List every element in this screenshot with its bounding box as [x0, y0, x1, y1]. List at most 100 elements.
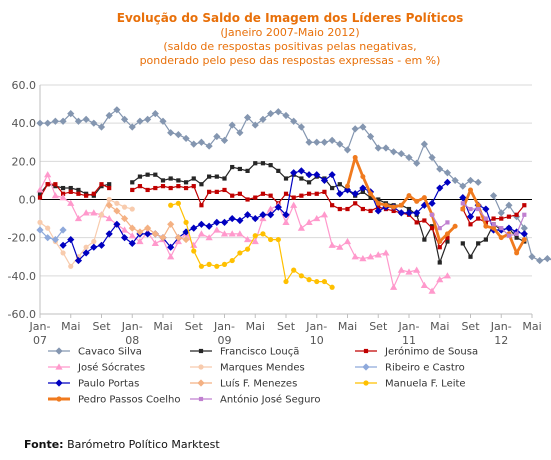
data-point [406, 193, 412, 199]
data-point [97, 123, 106, 131]
data-point [468, 187, 473, 193]
data-point [68, 263, 74, 269]
data-point [214, 189, 219, 194]
data-point [306, 191, 312, 196]
data-point [460, 241, 465, 246]
data-point [267, 211, 275, 219]
data-point [406, 206, 412, 212]
data-point [260, 191, 266, 196]
data-point [251, 214, 259, 223]
data-point [44, 119, 52, 127]
data-point [137, 174, 143, 179]
data-point [536, 256, 544, 265]
data-point [222, 176, 227, 181]
series-path [39, 229, 64, 241]
data-point [236, 230, 244, 237]
data-point [137, 184, 143, 189]
data-point [436, 184, 444, 192]
legend-label: Paulo Portas [78, 379, 139, 390]
data-point [253, 195, 258, 200]
series-line [429, 201, 527, 238]
data-point [36, 186, 44, 193]
y-tick-label: -40.0 [8, 270, 36, 283]
data-point [314, 191, 319, 196]
data-point [220, 230, 229, 237]
data-point [51, 192, 59, 199]
data-point [51, 235, 59, 244]
data-point [514, 231, 519, 236]
data-point [90, 243, 98, 251]
legend-label: Jerónimo de Sousa [384, 346, 478, 358]
data-point [245, 197, 250, 202]
data-point [91, 191, 96, 196]
data-point [444, 231, 450, 237]
data-point [68, 189, 73, 194]
data-point [174, 131, 182, 139]
data-point [120, 214, 129, 223]
data-point [259, 211, 267, 219]
data-point [491, 225, 497, 231]
data-point [368, 195, 373, 200]
data-point [522, 212, 527, 217]
data-point [83, 244, 89, 250]
data-point [468, 222, 473, 227]
data-point [390, 283, 398, 290]
data-point [328, 171, 336, 179]
data-point [414, 198, 420, 204]
y-tick-label: -60.0 [8, 308, 36, 321]
data-point [305, 138, 313, 146]
x-tick-label: Jan- [490, 320, 512, 333]
data-point [206, 261, 212, 267]
data-point [282, 218, 290, 225]
data-point [506, 214, 512, 219]
data-point [428, 287, 436, 294]
data-point [337, 206, 342, 212]
data-point [359, 184, 367, 192]
data-point [437, 238, 443, 244]
data-point [198, 364, 204, 370]
data-point [59, 226, 67, 234]
data-point [60, 191, 66, 196]
data-point [251, 237, 259, 245]
data-point [397, 150, 405, 158]
data-point [429, 212, 435, 217]
data-point [359, 123, 367, 131]
data-point [322, 189, 327, 194]
y-tick-label: 20.0 [12, 155, 37, 168]
data-point [174, 234, 182, 242]
data-point [183, 219, 189, 225]
data-point [499, 226, 504, 231]
data-point [353, 201, 358, 206]
data-point [376, 197, 381, 202]
data-point [460, 206, 466, 212]
data-point [474, 178, 482, 186]
data-point [459, 193, 467, 202]
data-point [405, 209, 413, 217]
data-point [60, 185, 66, 191]
data-point [167, 253, 175, 260]
source-note: Fonte: Barómetro Político Marktest [24, 438, 220, 451]
data-point [299, 176, 304, 181]
data-point [436, 165, 444, 173]
data-point [437, 245, 442, 250]
data-point [421, 195, 427, 201]
series-line [36, 226, 67, 244]
x-tick-label-year: 11 [402, 334, 416, 347]
legend: Cavaco Silva Francisco Louçã Jerónimo de S… [48, 346, 478, 406]
data-point [366, 132, 375, 141]
data-point [168, 185, 173, 191]
data-point [476, 206, 481, 212]
data-point [382, 144, 390, 152]
data-point [120, 226, 129, 233]
data-point [313, 214, 321, 222]
data-point [74, 256, 83, 265]
data-point [59, 193, 67, 201]
data-point [175, 200, 181, 206]
data-point [145, 172, 150, 177]
data-point [283, 278, 289, 285]
data-point [145, 187, 150, 193]
data-point [483, 216, 488, 221]
data-point [106, 196, 112, 203]
data-point [228, 214, 236, 223]
data-point [497, 209, 505, 217]
